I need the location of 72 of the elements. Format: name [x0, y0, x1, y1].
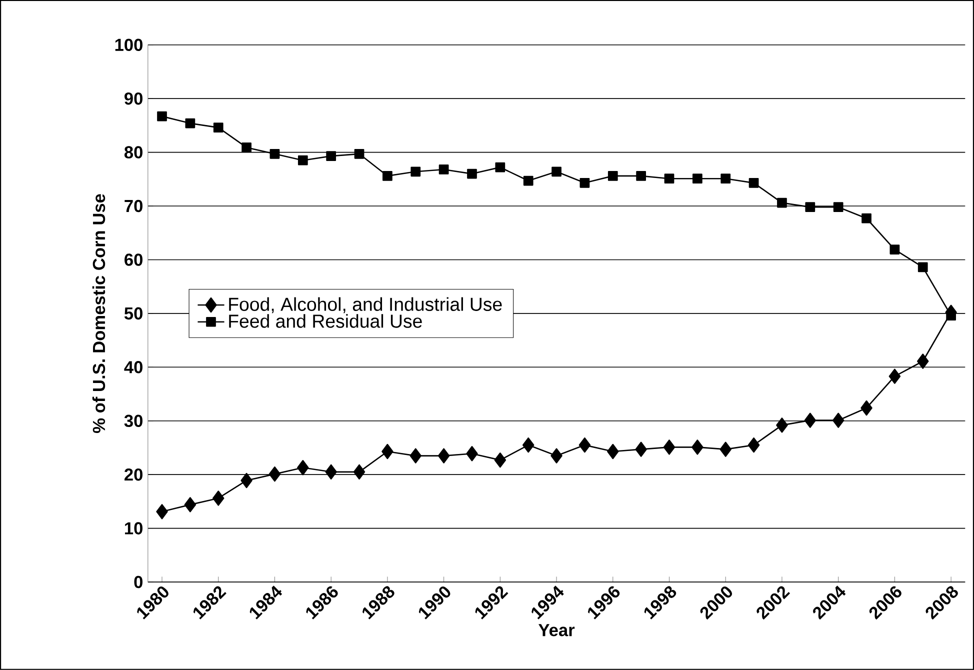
point [325, 464, 337, 480]
point [636, 171, 646, 181]
point [270, 149, 280, 159]
y-tick-label: 0 [134, 576, 142, 588]
point [832, 412, 844, 428]
point [184, 497, 196, 512]
point [748, 437, 760, 453]
point [354, 149, 364, 159]
point [550, 448, 562, 464]
point [890, 244, 900, 255]
point [522, 437, 534, 453]
y-axis-title: % of U.S. Domestic Corn Use [92, 194, 106, 433]
y-tick-label: 50 [124, 307, 142, 320]
point [495, 162, 506, 172]
point [382, 444, 394, 460]
point [663, 440, 676, 455]
point [635, 442, 647, 457]
point [664, 174, 674, 184]
y-tick-label: 70 [124, 200, 142, 212]
point [608, 171, 618, 181]
y-tick-label: 20 [124, 468, 142, 481]
point [466, 446, 478, 462]
point [523, 176, 534, 186]
point [494, 452, 506, 468]
point [833, 202, 844, 212]
point [157, 111, 167, 122]
point [297, 460, 309, 476]
point [326, 151, 336, 162]
point [805, 202, 816, 212]
point [748, 178, 759, 188]
point [946, 310, 956, 321]
y-tick-label: 100 [115, 38, 142, 52]
y-tick-label: 30 [124, 414, 142, 428]
point [578, 437, 591, 453]
y-tick-label: 90 [124, 92, 142, 105]
point [185, 118, 196, 128]
y-tick-label: 40 [124, 361, 142, 374]
point [240, 472, 252, 488]
point [213, 122, 224, 133]
point [776, 418, 788, 433]
point [918, 262, 928, 272]
point [860, 400, 872, 416]
point [862, 213, 872, 224]
point [692, 440, 704, 455]
point [156, 504, 168, 520]
point [410, 448, 422, 464]
point [804, 412, 816, 428]
point [438, 164, 449, 174]
point [888, 368, 901, 384]
point [410, 166, 421, 177]
point [382, 171, 392, 181]
point [298, 155, 308, 166]
point [438, 448, 450, 464]
point [607, 444, 619, 460]
point [353, 464, 366, 480]
point [268, 466, 281, 482]
point [242, 142, 252, 152]
point [580, 178, 590, 188]
point [720, 442, 732, 457]
x-axis-title: Year [538, 624, 575, 636]
y-tick-label: 10 [125, 522, 142, 534]
y-tick-label: 60 [124, 254, 142, 266]
point [467, 168, 477, 179]
y-tick-label: 80 [124, 146, 142, 158]
point [916, 354, 929, 369]
point [212, 490, 224, 506]
legend-label: Food, Alcohol, and Industrial Use [229, 297, 502, 314]
legend-label: Feed and Residual Use [229, 314, 422, 328]
point [692, 174, 702, 184]
point [720, 174, 731, 184]
point [777, 198, 787, 208]
point [552, 166, 562, 177]
